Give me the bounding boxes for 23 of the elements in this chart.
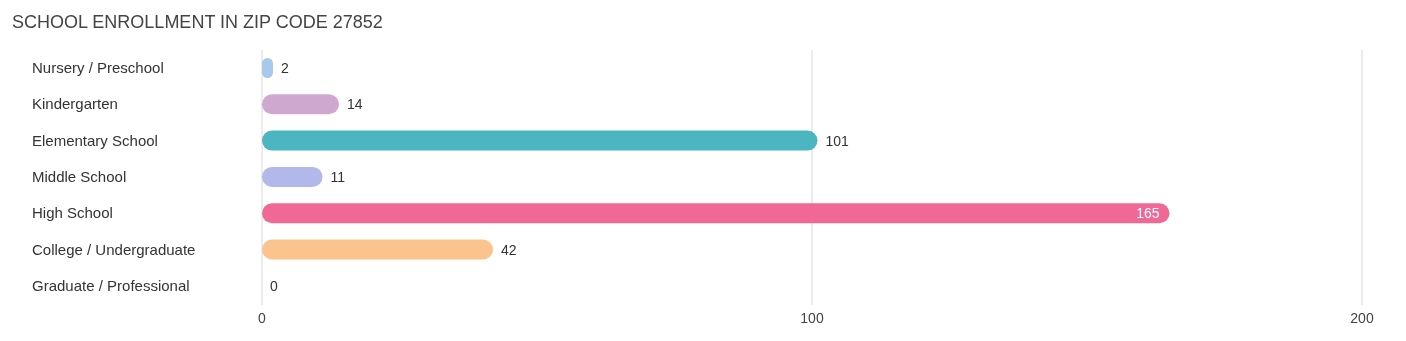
bar — [262, 130, 818, 151]
y-tick-label: College / Undergraduate — [32, 240, 196, 258]
data-label: 0 — [270, 277, 278, 294]
x-tick-label: 100 — [800, 310, 824, 326]
bar — [262, 203, 1170, 224]
data-label: 2 — [281, 60, 289, 76]
x-tick-label: 200 — [1350, 310, 1374, 326]
y-tick-label: Kindergarten — [32, 95, 118, 113]
y-tick-label: Nursery / Preschool — [32, 59, 164, 76]
x-tick-label: 0 — [258, 310, 267, 326]
bar — [262, 94, 339, 115]
data-label: 14 — [347, 96, 363, 113]
chart-title: SCHOOL ENROLLMENT IN ZIP CODE 27852 — [12, 12, 383, 32]
y-tick-label: Graduate / Professional — [32, 276, 190, 294]
data-label: 11 — [330, 168, 346, 185]
bar — [262, 166, 323, 187]
bar — [262, 239, 493, 260]
data-label: 42 — [501, 241, 517, 258]
data-label: 165 — [1136, 205, 1160, 222]
y-tick-label: Middle School — [32, 167, 127, 185]
data-label: 101 — [825, 132, 850, 149]
y-tick-label: Elementary School — [32, 131, 158, 149]
y-tick-label: High School — [32, 204, 113, 222]
